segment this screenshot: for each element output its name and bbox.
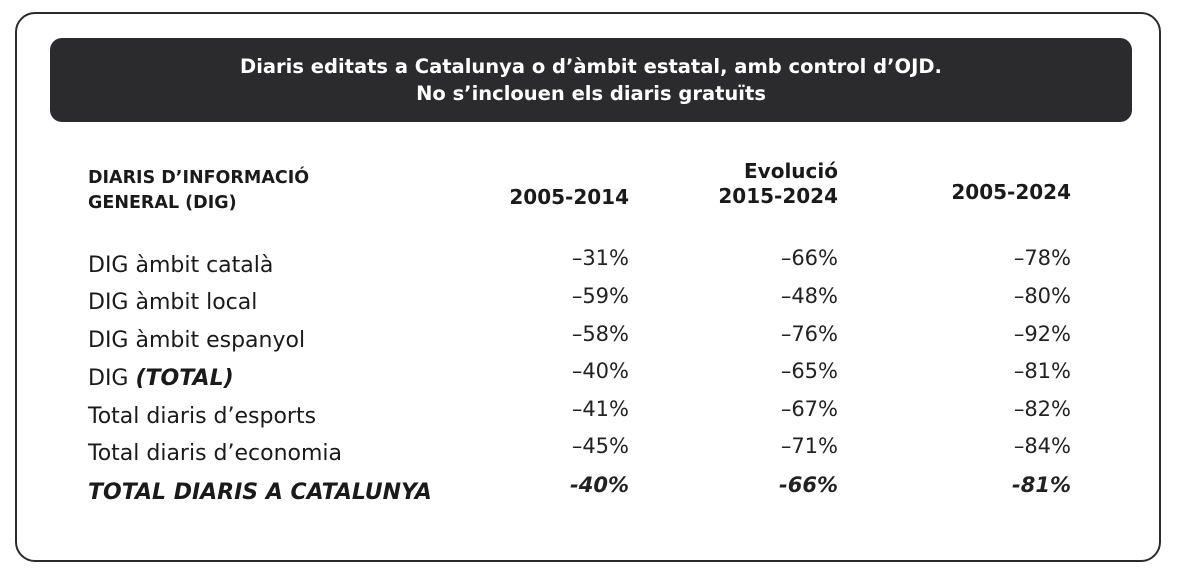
row-value-2015-2024: –65% <box>780 359 838 383</box>
row-label-prefix: DIG <box>88 366 136 391</box>
column-header-2005-2024: 2005-2024 <box>951 180 1071 204</box>
row-value-2015-2024: –48% <box>780 284 838 308</box>
row-value-2005-2014: –41% <box>571 397 629 421</box>
header-label-line-2: GENERAL (DIG) <box>88 193 237 213</box>
row-value-2005-2024: –81% <box>1013 359 1071 383</box>
row-value-2005-2024: –80% <box>1013 284 1071 308</box>
row-label-dig-total: DIG (TOTAL) <box>88 365 234 393</box>
row-label-emphasis: (TOTAL) <box>135 366 234 391</box>
row-value-2015-2024: -66% <box>779 473 838 497</box>
row-value-2005-2014: –59% <box>571 284 629 308</box>
row-value-2005-2014: –45% <box>571 434 629 458</box>
row-value-2005-2024: –84% <box>1013 434 1071 458</box>
row-value-2015-2024: –66% <box>780 246 838 270</box>
row-value-2005-2024: –78% <box>1013 246 1071 270</box>
row-value-2005-2014: –31% <box>571 246 629 270</box>
row-label-total-diaris-economia: Total diaris d’economia <box>88 441 343 466</box>
row-label-total-diaris-catalunya: TOTAL DIARIS A CATALUNYA <box>88 480 432 505</box>
row-value-2005-2024: –92% <box>1013 322 1071 346</box>
header-label-line-1: DIARIS D’INFORMACIÓ <box>88 168 310 188</box>
title-line-2: No s’inclouen els diaris gratuïts <box>416 82 766 105</box>
row-value-2015-2024: –71% <box>780 434 838 458</box>
row-label-dig-ambit-catala: DIG àmbit català <box>88 253 274 278</box>
title-banner: Diaris editats a Catalunya o d’àmbit est… <box>50 38 1132 122</box>
row-value-2005-2014: –40% <box>571 359 629 383</box>
column-header-label: DIARIS D’INFORMACIÓ GENERAL (DIG) <box>88 166 309 216</box>
row-label-dig-ambit-local: DIG àmbit local <box>88 290 258 315</box>
row-label-dig-ambit-espanyol: DIG àmbit espanyol <box>88 328 306 353</box>
header-evolucio-label: Evolució <box>744 159 838 183</box>
row-value-2005-2014: -40% <box>570 473 629 497</box>
row-label-total-diaris-esports: Total diaris d’esports <box>88 404 317 429</box>
row-value-2005-2024: –82% <box>1013 397 1071 421</box>
header-2015-2024: 2015-2024 <box>718 184 838 208</box>
row-value-2015-2024: –76% <box>780 322 838 346</box>
row-value-2005-2014: –58% <box>571 322 629 346</box>
column-header-2005-2014: 2005-2014 <box>509 185 629 209</box>
row-value-2015-2024: –67% <box>780 397 838 421</box>
title-line-1: Diaris editats a Catalunya o d’àmbit est… <box>240 55 942 78</box>
row-value-2005-2024: -81% <box>1012 473 1071 497</box>
column-header-evolucio: Evolució 2015-2024 <box>718 159 838 209</box>
table-frame <box>15 12 1161 562</box>
